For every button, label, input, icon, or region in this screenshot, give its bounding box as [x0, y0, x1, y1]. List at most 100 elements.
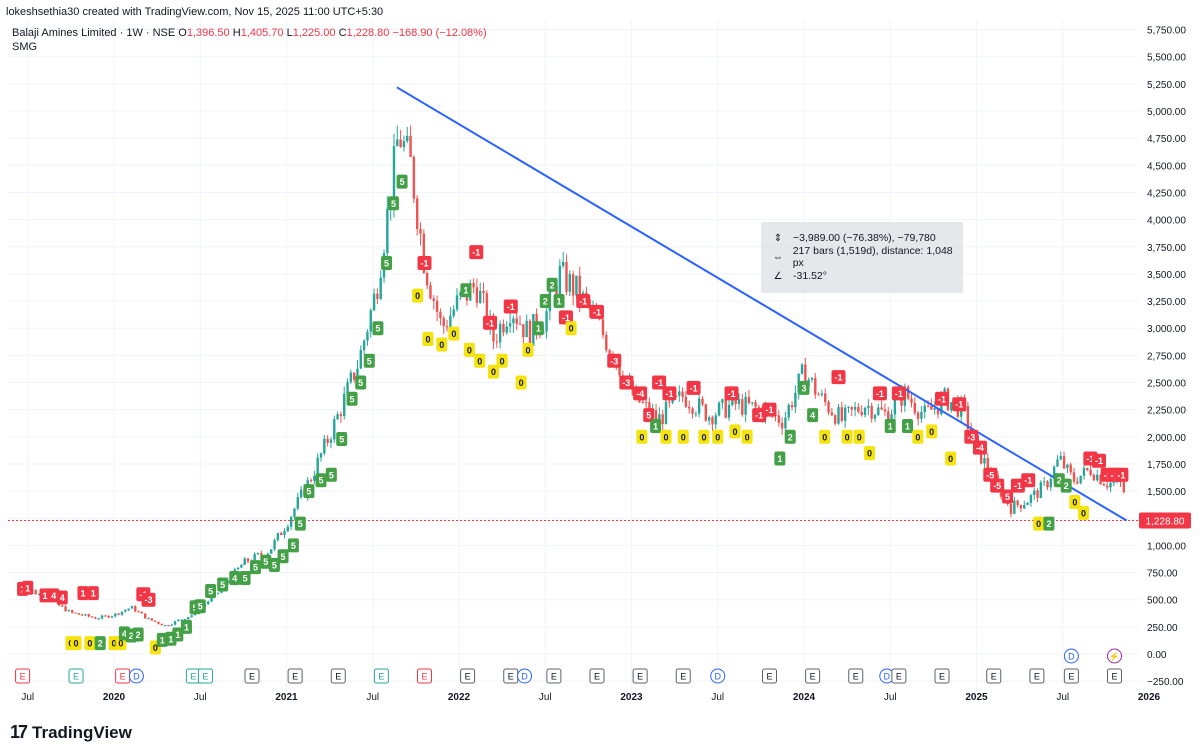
- tradingview-brand[interactable]: 17 TradingView: [10, 722, 132, 743]
- earnings-marker: [934, 668, 950, 684]
- signal-badge: [141, 592, 156, 607]
- signal-badge: [952, 397, 967, 412]
- signal-badge-label: 0: [663, 432, 668, 442]
- candle-body: [950, 402, 953, 411]
- measure-bars-range: 217 bars (1,519d), distance: 1,048 px: [792, 245, 953, 269]
- signal-badge-label: -3: [967, 432, 975, 442]
- signal-badge-label: -1: [472, 248, 480, 258]
- signal-badge-label: 2: [98, 639, 103, 649]
- candle-body: [425, 272, 429, 286]
- signal-badge-label: 1: [536, 324, 541, 334]
- signal-badge-label: 0: [857, 432, 862, 442]
- low-value: 1,225.00: [292, 27, 336, 39]
- signal-badge-label: -1: [938, 394, 946, 404]
- signal-badge: [387, 196, 399, 211]
- signal-badge-label: 5: [367, 356, 372, 366]
- signal-badge-label: 1: [42, 591, 47, 601]
- event-marker-label: E: [202, 672, 208, 682]
- signal-badge-label: 4: [232, 573, 237, 583]
- signal-badge-label: 5: [220, 580, 225, 590]
- candle-body: [170, 624, 173, 626]
- candle-body: [1066, 464, 1069, 469]
- candle-body: [717, 402, 721, 416]
- price-tick-label: 2,500.00: [1147, 379, 1186, 390]
- candle-body: [479, 290, 482, 303]
- price-tick-label: 4,000.00: [1147, 216, 1186, 227]
- signal-badge-label: -1: [876, 389, 884, 399]
- candle-body: [870, 405, 873, 419]
- signal-badge-label: 1: [160, 635, 165, 645]
- candle-body: [87, 614, 90, 617]
- symbol-legend[interactable]: Balaji Amines Limited · 1W · NSE O1,396.…: [12, 27, 487, 39]
- candle-body: [110, 616, 114, 618]
- candle-body: [445, 326, 449, 328]
- earnings-marker: [68, 668, 84, 684]
- candle-body: [352, 372, 356, 380]
- signal-badge-label: 1: [80, 589, 85, 599]
- candle-body: [346, 382, 349, 394]
- signal-badge-label: 5: [391, 199, 396, 209]
- price-axis-bg: [1138, 0, 1200, 756]
- candle-body: [512, 318, 515, 324]
- candle-body: [1102, 484, 1106, 486]
- earnings-marker: [546, 668, 562, 684]
- candle-body: [100, 615, 104, 619]
- signal-badge-label: 4: [51, 591, 56, 601]
- earnings-marker: [1029, 668, 1045, 684]
- signal-badge-label: -1: [507, 302, 515, 312]
- candle-body: [505, 326, 508, 333]
- signal-badge-label: 0: [153, 643, 158, 653]
- signal-badge: [268, 557, 280, 572]
- bars-range-icon: ⇔: [772, 251, 783, 263]
- candle-body: [893, 399, 897, 415]
- signal-badge-label: -3: [622, 378, 630, 388]
- signal-badge-label: -1: [655, 378, 663, 388]
- time-tick-label: Jul: [1056, 692, 1069, 703]
- candle-body: [246, 558, 250, 562]
- candle-body: [356, 368, 359, 380]
- measure-tool-box[interactable]: ⇕ −3,989.00 (−76.38%), −79,780 ⇔ 217 bar…: [761, 222, 963, 293]
- signal-badge: [503, 299, 518, 314]
- signal-badge-label: 1: [175, 630, 180, 640]
- signal-badge-label: 4: [60, 593, 65, 603]
- signal-badge: [396, 174, 408, 189]
- candle-body: [1099, 474, 1102, 485]
- candle-body: [1029, 495, 1033, 503]
- signal-badge-label: 5: [400, 177, 405, 187]
- signal-badge-label: 0: [681, 432, 686, 442]
- earnings-marker: [986, 668, 1002, 684]
- candle-body: [916, 412, 920, 419]
- signal-badge-label: -4: [636, 389, 644, 399]
- candle-body: [366, 331, 369, 341]
- indicator-legend[interactable]: SMG: [12, 41, 38, 53]
- last-price-tag: 1,228.80: [1139, 512, 1191, 529]
- signal-badge-label: 0: [1036, 519, 1041, 529]
- signal-badge-label: 5: [243, 573, 248, 583]
- event-markers: E E E D E E E E E E E E E D E E E E D E E E D E E E E EDE⚡: [15, 648, 1122, 684]
- candle-body: [986, 458, 989, 472]
- event-marker-label: E: [551, 672, 557, 682]
- candle-body: [518, 323, 522, 325]
- candle-body: [867, 405, 870, 408]
- candle-body: [190, 615, 193, 617]
- candle-body: [744, 396, 747, 415]
- signal-badge-label: 0: [467, 345, 472, 355]
- measure-price-range: −3,989.00 (−76.38%), −79,780: [793, 232, 936, 244]
- candle-body: [475, 287, 479, 303]
- signal-badge-label: 1: [168, 634, 173, 644]
- signal-badge: [1069, 494, 1081, 509]
- candle-body: [804, 364, 807, 386]
- candle-body: [1042, 481, 1046, 483]
- candle-body: [1016, 500, 1019, 505]
- candle-body: [37, 594, 41, 596]
- event-marker-label: ⚡: [1109, 651, 1120, 663]
- event-marker-label: E: [594, 672, 600, 682]
- signal-badge-label: 5: [1005, 492, 1010, 502]
- time-tick-label: Jul: [539, 692, 552, 703]
- candle-body: [1072, 472, 1076, 482]
- signal-badge: [546, 277, 558, 292]
- candle-body: [983, 458, 986, 464]
- candle-body: [379, 277, 382, 299]
- signal-badge: [891, 386, 906, 401]
